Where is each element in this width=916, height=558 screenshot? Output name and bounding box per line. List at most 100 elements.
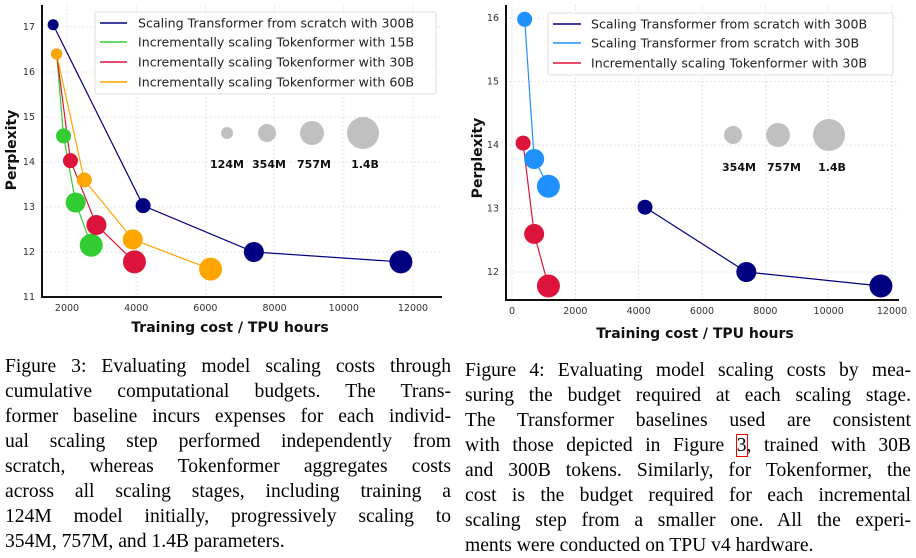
series-line <box>56 53 92 246</box>
caption-line: across all scaling stages, including tra… <box>5 479 451 504</box>
data-point <box>135 198 151 214</box>
caption-line: and 300B tokens. Similarly, for Tokenfor… <box>465 458 911 483</box>
caption-text: The Transformer baselines used are consi… <box>465 410 911 431</box>
data-point <box>47 19 59 31</box>
y-tick-label: 11 <box>23 292 35 303</box>
legend-entry: Scaling Transformer from scratch with 30… <box>591 36 859 51</box>
x-tick-label: 8000 <box>753 306 777 317</box>
data-point <box>243 242 264 262</box>
caption-text: Figure 4: Evaluating model scaling costs… <box>465 360 911 381</box>
caption-text: , trained with 30B <box>746 435 911 456</box>
size-legend-marker <box>347 117 379 149</box>
x-tick-label: 2000 <box>563 306 587 317</box>
x-tick-label: 12000 <box>877 306 907 317</box>
legend-entry: Scaling Transformer from scratch with 30… <box>138 16 414 31</box>
caption-line: scratch, whereas Tokenformer aggregates … <box>5 454 451 479</box>
size-legend-marker <box>813 119 845 151</box>
caption-text: cost is the budget required for each inc… <box>465 485 911 506</box>
data-point <box>736 262 757 282</box>
size-legend-marker <box>724 126 742 144</box>
caption-line: scaling step from a smaller one. All the… <box>465 508 911 533</box>
data-point <box>86 215 107 235</box>
caption-line: with those depicted in Figure 3, trained… <box>465 433 911 458</box>
caption-line: suring the budget required at each scali… <box>465 383 911 408</box>
size-legend-label: 124M <box>210 158 244 171</box>
data-point <box>65 192 86 213</box>
size-legend-marker <box>221 127 233 139</box>
size-legend-label: 757M <box>767 161 801 174</box>
data-point <box>79 233 103 257</box>
y-axis-label: Perplexity <box>470 118 486 199</box>
data-point <box>524 223 545 244</box>
legend-entry: Incrementally scaling Tokenformer with 6… <box>138 75 414 90</box>
y-tick-label: 16 <box>23 67 35 78</box>
y-tick-label: 14 <box>487 140 499 151</box>
y-tick-label: 12 <box>23 247 35 258</box>
data-point <box>637 199 653 215</box>
data-point <box>536 274 560 298</box>
caption-text: ual scaling step performed independently… <box>5 431 451 452</box>
x-axis-label: Training cost / TPU hours <box>596 326 793 342</box>
data-point <box>122 229 143 250</box>
data-point <box>76 172 92 188</box>
x-tick-label: 6000 <box>193 303 217 314</box>
x-tick-label: 12000 <box>398 303 428 314</box>
x-tick-label: 8000 <box>263 303 287 314</box>
caption-line: Figure 3: Evaluating model scaling costs… <box>5 354 451 379</box>
size-legend-marker <box>258 124 276 142</box>
caption-line: 354M, 757M, and 1.4B parameters. <box>5 529 451 554</box>
figure-4-chart: 0 2000 4000 6000 8000 10000 12000 12 13 14 15 16 Tra… <box>470 5 907 342</box>
data-point <box>869 274 893 298</box>
legend-box <box>94 11 437 95</box>
data-point <box>517 11 533 27</box>
size-legend-marker <box>300 121 324 145</box>
caption-text: scaling step from a smaller one. All the… <box>465 510 911 531</box>
data-point <box>389 250 413 274</box>
legend-box <box>547 12 894 76</box>
caption-text: 124M model initially, progressively scal… <box>5 506 451 527</box>
caption-text: former baseline incurs expenses for each… <box>5 406 451 427</box>
y-tick-label: 15 <box>23 112 35 123</box>
data-point <box>199 257 223 281</box>
size-legend-label: 757M <box>297 158 331 171</box>
figure-3-caption: Figure 3: Evaluating model scaling costs… <box>5 354 451 554</box>
series-line <box>56 53 135 263</box>
series-line <box>644 206 881 287</box>
data-point <box>62 153 78 169</box>
caption-text: Figure 3: Evaluating model scaling costs… <box>5 356 451 377</box>
data-point <box>515 135 531 151</box>
data-point <box>536 174 560 198</box>
y-tick-label: 16 <box>487 13 499 24</box>
caption-line: 124M model initially, progressively scal… <box>5 504 451 529</box>
caption-line: ual scaling step performed independently… <box>5 429 451 454</box>
caption-text: and 300B tokens. Similarly, for Tokenfor… <box>465 460 911 481</box>
caption-text: across all scaling stages, including tra… <box>5 481 451 502</box>
caption-line: former baseline incurs expenses for each… <box>5 404 451 429</box>
data-point <box>51 48 63 60</box>
data-point <box>524 148 545 169</box>
caption-text: ments were conducted on TPU v4 hardware. <box>465 535 814 556</box>
size-legend-label: 1.4B <box>818 161 846 174</box>
caption-text: 354M, 757M, and 1.4B parameters. <box>5 531 285 552</box>
caption-line: The Transformer baselines used are consi… <box>465 408 911 433</box>
legend-entry: Incrementally scaling Tokenformer with 3… <box>591 56 867 71</box>
figure-reference-link[interactable]: 3 <box>735 434 748 457</box>
caption-line: Figure 4: Evaluating model scaling costs… <box>465 358 911 383</box>
caption-line: ments were conducted on TPU v4 hardware. <box>465 533 911 558</box>
figure-3-chart: 2000 4000 6000 8000 10000 12000 11 12 13 14 15 16 17… <box>4 5 442 336</box>
legend-entry: Incrementally scaling Tokenformer with 3… <box>138 55 414 70</box>
y-tick-label: 15 <box>487 77 499 88</box>
y-tick-label: 14 <box>23 157 35 168</box>
caption-line: cumulative computational budgets. The Tr… <box>5 379 451 404</box>
caption-text: cumulative computational budgets. The Tr… <box>5 381 451 402</box>
y-tick-label: 17 <box>23 22 35 33</box>
caption-text: scratch, whereas Tokenformer aggregates … <box>5 456 451 477</box>
legend-entry: Incrementally scaling Tokenformer with 1… <box>138 35 414 50</box>
x-axis-label: Training cost / TPU hours <box>131 320 328 336</box>
x-tick-label: 6000 <box>690 306 714 317</box>
data-point <box>56 128 72 144</box>
caption-text: with those depicted in Figure <box>465 435 737 456</box>
data-point <box>122 250 146 274</box>
size-legend-marker <box>766 123 790 147</box>
size-legend-label: 354M <box>252 158 286 171</box>
